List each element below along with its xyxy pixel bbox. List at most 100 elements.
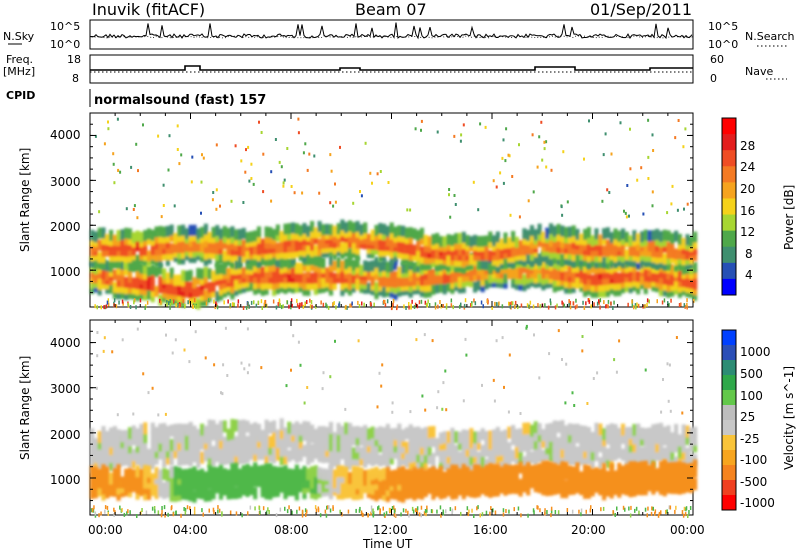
- velocity-cell: [359, 453, 364, 466]
- velocity-cell: [264, 427, 269, 440]
- power-cell: [146, 265, 152, 277]
- velocity-near-range: [580, 508, 583, 513]
- power-near-range: [582, 300, 584, 305]
- power-near-range: [169, 305, 171, 310]
- velocity-near-range: [420, 513, 422, 518]
- velocity-cell: [689, 440, 694, 453]
- power-near-range: [326, 304, 328, 309]
- power-cell: [401, 248, 406, 260]
- power-cell: [560, 237, 565, 248]
- power-speckle: [136, 216, 139, 220]
- power-colorbar-segment: [722, 246, 736, 264]
- velocity-near-range: [578, 509, 580, 514]
- power-cell: [408, 238, 413, 250]
- power-speckle: [651, 133, 654, 137]
- power-cell: [272, 284, 277, 296]
- power-speckle: [330, 169, 333, 173]
- velocity-cell: [454, 431, 459, 444]
- power-cell: [397, 236, 402, 248]
- power-speckle: [583, 157, 585, 161]
- power-speckle: [282, 184, 285, 188]
- power-cell: [109, 229, 114, 241]
- velocity-cell: [207, 428, 212, 441]
- power-speckle: [545, 165, 548, 169]
- power-cell: [162, 268, 167, 280]
- x-tick-2: 08:00: [274, 523, 309, 537]
- velocity-cell: [602, 440, 607, 453]
- power-near-range: [686, 305, 688, 310]
- velocity-cell: [310, 450, 315, 463]
- velocity-cell: [165, 452, 170, 465]
- velocity-cell: [378, 440, 383, 453]
- power-cell: [215, 255, 220, 267]
- power-speckle: [297, 131, 300, 135]
- velocity-cell: [575, 454, 580, 466]
- power-cell: [135, 290, 140, 302]
- power-speckle: [290, 185, 293, 188]
- velocity-cell: [124, 468, 129, 481]
- velocity-cell: [256, 423, 262, 436]
- power-cell: [355, 226, 360, 238]
- power-cell: [454, 238, 459, 250]
- velocity-cell: [567, 465, 572, 478]
- power-speckle: [454, 203, 457, 206]
- velocity-cell: [579, 432, 584, 445]
- power-near-range: [508, 301, 510, 306]
- velocity-near-range: [479, 513, 481, 518]
- velocity-cell: [461, 463, 466, 476]
- power-cell: [310, 252, 315, 264]
- velocity-cell: [237, 420, 243, 432]
- power-near-range: [683, 303, 686, 308]
- velocity-near-range: [217, 505, 219, 510]
- velocity-cell: [681, 440, 686, 453]
- power-near-range: [208, 298, 210, 303]
- power-cell: [291, 267, 296, 279]
- velocity-near-range: [550, 513, 552, 518]
- power-cell: [480, 281, 485, 293]
- power-near-range: [414, 302, 417, 307]
- velocity-cell: [689, 462, 694, 475]
- velocity-speckle: [188, 360, 191, 364]
- velocity-cell: [374, 446, 379, 459]
- velocity-cell: [617, 427, 622, 440]
- velocity-cell: [560, 473, 565, 486]
- power-cell: [674, 230, 679, 242]
- power-cell: [294, 229, 299, 241]
- velocity-near-range: [180, 513, 182, 518]
- power-near-range: [514, 300, 517, 305]
- power-cell: [298, 225, 303, 237]
- power-speckle: [624, 211, 627, 215]
- velocity-near-range: [104, 505, 107, 510]
- velocity-speckle: [424, 408, 427, 412]
- velocity-cell: [116, 464, 121, 477]
- velocity-cell: [287, 450, 292, 462]
- velocity-cell: [275, 448, 280, 461]
- velocity-speckle: [344, 407, 347, 411]
- velocity-cell: [230, 427, 235, 440]
- velocity-speckle: [151, 386, 154, 390]
- velocity-near-range: [492, 508, 494, 513]
- power-cell: [173, 233, 178, 244]
- velocity-colorbar-segment: [722, 465, 736, 481]
- power-cell: [556, 248, 561, 260]
- power-cell: [127, 257, 133, 269]
- velocity-near-range: [600, 507, 602, 512]
- power-near-range: [223, 300, 225, 305]
- power-cell: [249, 280, 254, 291]
- velocity-speckle: [164, 412, 167, 416]
- power-near-range: [304, 302, 306, 307]
- velocity-near-range: [393, 512, 396, 517]
- power-near-range: [332, 302, 334, 307]
- velocity-cell: [465, 437, 470, 450]
- velocity-near-range: [471, 508, 473, 513]
- velocity-speckle: [391, 401, 394, 405]
- velocity-cell: [173, 446, 178, 459]
- velocity-cell: [556, 453, 561, 466]
- velocity-near-range: [477, 505, 479, 510]
- power-cell: [310, 239, 315, 251]
- velocity-cell: [382, 440, 387, 453]
- power-cell: [583, 279, 588, 291]
- velocity-cell: [670, 462, 675, 474]
- power-cell: [461, 231, 466, 243]
- power-cell: [401, 231, 406, 243]
